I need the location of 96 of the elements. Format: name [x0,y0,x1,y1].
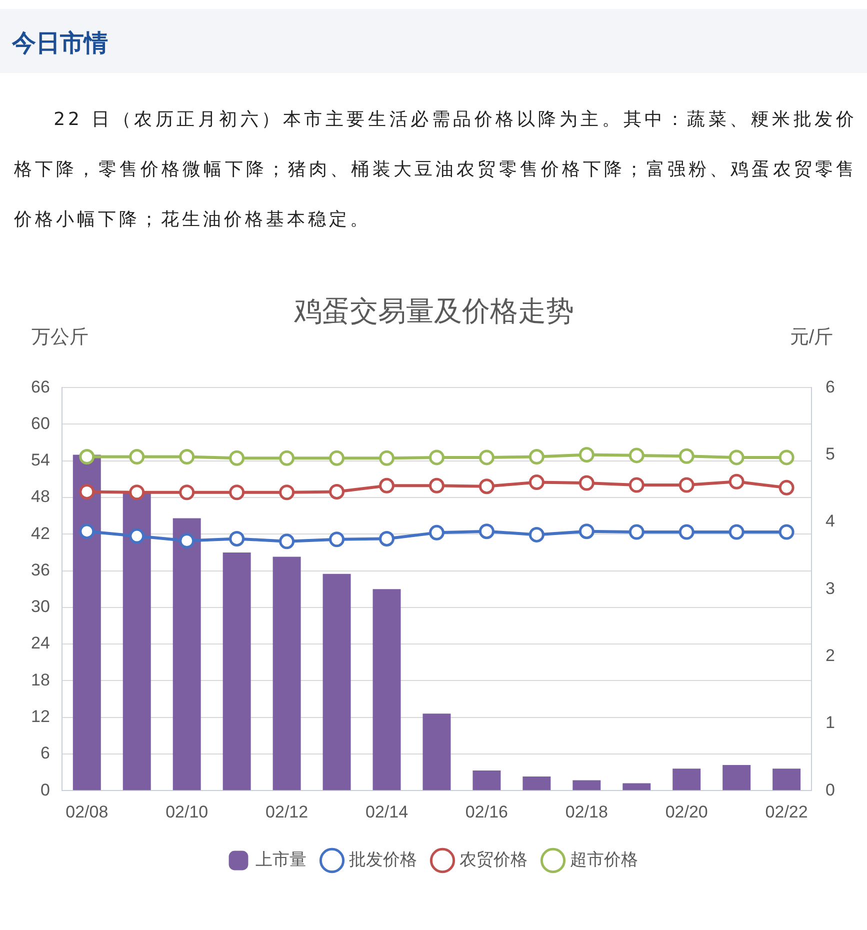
point [79,524,95,540]
y-tick-label: 66 [30,377,50,396]
y-tick-label: 36 [30,560,50,580]
y-tick-label: 6 [40,744,50,763]
point [179,484,195,500]
point [728,450,744,466]
point [528,474,544,490]
legend-label: 超市价格 [570,850,638,870]
x-tick-label: 02/08 [66,802,108,822]
point [728,524,744,540]
bar [722,764,751,790]
y2-tick-label: 2 [826,646,836,665]
legend-label: 上市量 [256,850,306,870]
point [778,450,794,466]
y-tick-label: 60 [30,414,50,433]
bar [772,768,801,790]
y2-tick-label: 0 [826,780,836,800]
y-tick-label: 48 [30,487,50,506]
bar [572,780,601,790]
bar [72,454,101,790]
point [428,478,444,494]
y-tick-label: 12 [30,707,50,726]
point [728,474,744,490]
bar [172,518,201,790]
point [528,449,544,465]
chart-title: 鸡蛋交易量及价格走势 [293,296,574,327]
point [329,484,345,500]
y-tick-label: 30 [30,597,50,616]
bar [372,589,401,790]
point [179,532,195,548]
bar [322,574,351,790]
point [229,450,245,466]
point [678,524,694,540]
point [628,524,644,540]
x-tick-label: 02/14 [365,802,408,822]
bar [522,776,551,790]
x-tick-label: 02/20 [665,802,708,822]
point [578,475,594,491]
bar [272,556,301,790]
bar [672,768,701,790]
point [79,449,95,465]
point [129,449,145,465]
point [379,450,394,466]
text: 今日市情 [12,28,108,58]
y-tick-label: 54 [30,450,50,470]
x-tick-label: 02/16 [465,802,508,822]
point [229,530,245,546]
point [478,478,494,494]
y-axis-title: 万公斤 [31,326,88,348]
y2-tick-label: 5 [826,444,836,464]
x-tick-label: 02/18 [565,802,608,822]
bar [472,770,501,790]
bar [222,552,251,790]
point [678,477,694,493]
point [578,447,594,463]
point [329,532,345,548]
legend-label: 农贸价格 [460,850,528,870]
point [578,524,594,540]
point [778,524,794,540]
y-tick-label: 0 [40,780,50,800]
point [628,477,644,493]
y2-tick-label: 6 [826,377,836,396]
point [379,530,394,546]
point [428,524,444,540]
bar [122,492,151,790]
y-tick-label: 24 [30,634,50,653]
point [129,484,145,500]
point [179,449,195,465]
bar [622,783,651,790]
point [678,448,694,464]
y2-tick-label: 4 [826,512,836,531]
point [428,450,444,466]
point [628,448,644,464]
point [379,478,394,494]
y2-tick-label: 1 [826,713,836,732]
text: 22 日（农历正月初六）本市主要生活必需品价格以降为主。其中：蔬菜、粳米批发价格下降，零售价格微幅下降；猪肉、桶装大豆油农贸零售价格下降；富强粉、鸡蛋农贸零售价格小幅下降；花生油价格基本稳定。 [14,109,857,230]
point [279,450,295,466]
point [129,528,145,544]
y2-axis-title: 元/斤 [790,326,834,348]
point [279,484,295,500]
point [279,534,295,550]
point [329,450,345,466]
point [478,450,494,466]
point [778,480,794,496]
legend-label: 批发价格 [349,850,417,870]
point [528,526,544,542]
bar [422,714,451,790]
point [79,484,95,500]
point [229,484,245,500]
x-tick-label: 02/10 [166,802,208,822]
point [478,524,494,540]
y-tick-label: 18 [30,670,50,690]
x-tick-label: 02/22 [765,802,808,822]
y2-tick-label: 3 [826,578,836,598]
x-tick-label: 02/12 [266,802,308,822]
y-tick-label: 42 [30,524,50,543]
